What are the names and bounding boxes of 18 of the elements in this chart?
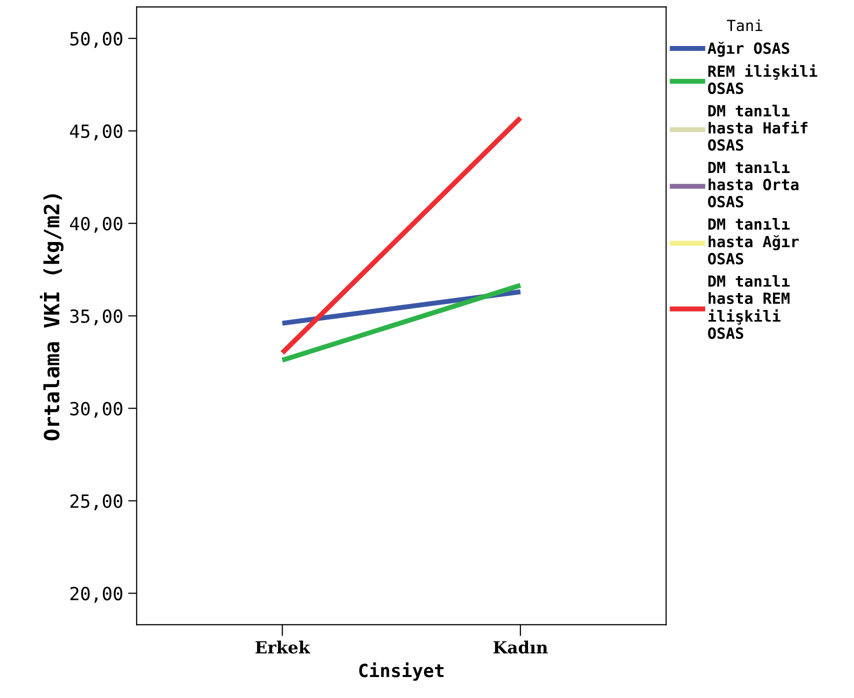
legend-title: Tani (726, 19, 762, 32)
y-tick-label: 50,00 (70, 32, 122, 48)
x-tick-label: Kadın (494, 640, 548, 654)
legend-label: DM tanılı hasta Hafif OSAS (708, 104, 808, 151)
y-tick-label: 40,00 (70, 216, 122, 233)
y-tick-label: 25,00 (70, 494, 122, 510)
y-tick-label: 45,00 (70, 124, 122, 140)
x-tick-label: Erkek (256, 640, 310, 654)
legend-label: Ağır OSAS (708, 42, 790, 57)
x-axis-title: Cinsiyet (359, 662, 444, 681)
y-tick-label: 20,00 (70, 586, 122, 603)
legend-label: DM tanılı hasta Orta OSAS (708, 161, 798, 208)
y-tick-label: 35,00 (70, 309, 122, 326)
y-tick-label: 30,00 (70, 402, 122, 418)
legend-label: DM tanılı hasta REM ilişkili OSAS (708, 275, 790, 339)
legend-label: DM tanılı hasta Ağır OSAS (708, 218, 799, 264)
y-axis-title: Ortalama VKİ (kg/m2) (40, 194, 64, 440)
legend-label: REM ilişkili OSAS (708, 64, 818, 94)
